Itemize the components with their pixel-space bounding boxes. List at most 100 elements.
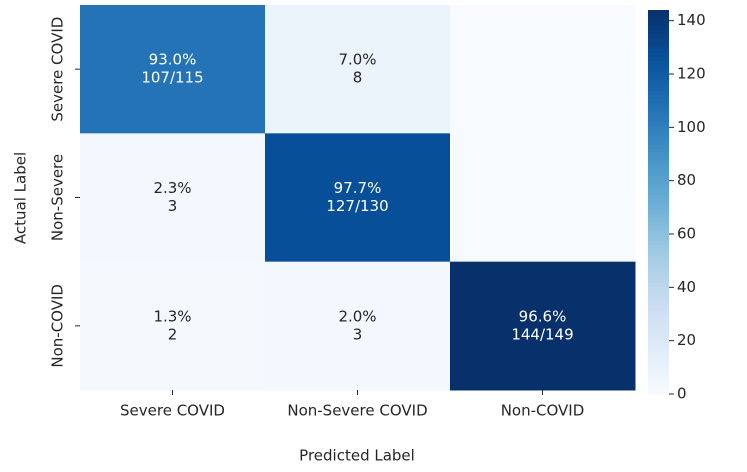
colorbar-segment bbox=[648, 267, 669, 272]
colorbar-segment bbox=[648, 48, 669, 53]
colorbar-segment bbox=[648, 244, 669, 249]
heatmap-cell bbox=[450, 261, 636, 391]
colorbar-segment bbox=[648, 140, 669, 145]
colorbar-tick-label: 60 bbox=[677, 225, 696, 243]
cell-percent-label: 93.0% bbox=[149, 51, 197, 69]
colorbar-segment bbox=[648, 148, 669, 153]
colorbar-segment bbox=[648, 190, 669, 195]
cell-count-label: 107/115 bbox=[141, 69, 203, 87]
colorbar-segment bbox=[648, 294, 669, 299]
colorbar-segment bbox=[648, 274, 669, 280]
colorbar-segment bbox=[648, 225, 669, 230]
colorbar-segment bbox=[648, 182, 669, 188]
colorbar-segment bbox=[648, 13, 669, 19]
colorbar-segment bbox=[648, 171, 669, 176]
cell-count-label: 144/149 bbox=[511, 325, 573, 343]
heatmap-cell bbox=[80, 261, 266, 391]
colorbar-segment bbox=[648, 98, 669, 103]
colorbar-segment bbox=[648, 52, 669, 57]
y-axis-label: Actual Label bbox=[12, 152, 30, 244]
colorbar-segment bbox=[648, 248, 669, 253]
colorbar-segment bbox=[648, 355, 669, 361]
cell-percent-label: 96.6% bbox=[519, 307, 567, 325]
colorbar-segment bbox=[648, 317, 669, 322]
colorbar-segment bbox=[648, 228, 669, 234]
colorbar-segment bbox=[648, 374, 669, 380]
cell-count-label: 2 bbox=[168, 325, 178, 343]
colorbar-segment bbox=[648, 324, 669, 330]
colorbar-segment bbox=[648, 125, 669, 130]
colorbar-segment bbox=[648, 29, 669, 34]
colorbar-segment bbox=[648, 178, 669, 184]
cell-count-label: 8 bbox=[353, 69, 363, 87]
colorbar-segment bbox=[648, 251, 669, 257]
colorbar-segment bbox=[648, 298, 669, 303]
colorbar-segment bbox=[648, 113, 669, 119]
colorbar-segment bbox=[648, 132, 669, 138]
colorbar-segment bbox=[648, 363, 669, 368]
colorbar-segment bbox=[648, 390, 669, 395]
cell-percent-label: 97.7% bbox=[334, 179, 382, 197]
colorbar-segment bbox=[648, 90, 669, 96]
colorbar-segment bbox=[648, 309, 669, 314]
colorbar-segment bbox=[648, 33, 669, 38]
colorbar-segment bbox=[648, 194, 669, 199]
colorbar-segment bbox=[648, 209, 669, 215]
colorbar-segment bbox=[648, 282, 669, 288]
colorbar-segment bbox=[648, 152, 669, 157]
colorbar-segment bbox=[648, 313, 669, 318]
colorbar-tick-label: 100 bbox=[677, 118, 706, 136]
x-axis-label: Predicted Label bbox=[299, 447, 415, 465]
colorbar-segment bbox=[648, 186, 669, 192]
colorbar-segment bbox=[648, 255, 669, 261]
cell-count-label: 127/130 bbox=[326, 197, 388, 215]
cell-percent-label: 1.3% bbox=[153, 307, 191, 325]
x-tick-label: Non-Severe COVID bbox=[287, 402, 427, 420]
heatmap-cell bbox=[450, 133, 636, 263]
colorbar-tick-label: 0 bbox=[677, 385, 687, 403]
colorbar-segment bbox=[648, 351, 669, 357]
colorbar-segment bbox=[648, 79, 669, 84]
colorbar-tick-label: 140 bbox=[677, 11, 706, 29]
colorbar-segment bbox=[648, 290, 669, 295]
colorbar-segment bbox=[648, 63, 669, 69]
y-tick-label: Non-COVID bbox=[49, 284, 67, 368]
colorbar-segment bbox=[648, 217, 669, 222]
colorbar-segment bbox=[648, 155, 669, 161]
colorbar-segment bbox=[648, 271, 669, 276]
colorbar-segment bbox=[648, 10, 669, 15]
colorbar-segment bbox=[648, 21, 669, 26]
heatmap-cell bbox=[450, 5, 636, 134]
colorbar-segment bbox=[648, 205, 669, 211]
colorbar-segment bbox=[648, 44, 669, 49]
colorbar-tick-label: 20 bbox=[677, 331, 696, 349]
colorbar-segment bbox=[648, 382, 669, 387]
colorbar-segment bbox=[648, 129, 669, 134]
cell-percent-label: 2.0% bbox=[338, 307, 376, 325]
colorbar-segment bbox=[648, 359, 669, 364]
colorbar-segment bbox=[648, 167, 669, 172]
colorbar-segment bbox=[648, 286, 669, 291]
colorbar-segment bbox=[648, 336, 669, 341]
colorbar-segment bbox=[648, 109, 669, 115]
colorbar-segment bbox=[648, 332, 669, 337]
colorbar-segment bbox=[648, 344, 669, 349]
cell-percent-label: 2.3% bbox=[153, 179, 191, 197]
colorbar-segment bbox=[648, 102, 669, 107]
colorbar-segment bbox=[648, 94, 669, 99]
colorbar-segment bbox=[648, 328, 669, 334]
colorbar-segment bbox=[648, 163, 669, 169]
colorbar-segment bbox=[648, 82, 669, 88]
cell-percent-label: 7.0% bbox=[338, 51, 376, 69]
colorbar-segment bbox=[648, 340, 669, 345]
y-tick-label: Severe COVID bbox=[49, 17, 67, 122]
colorbar-tick-label: 40 bbox=[677, 278, 696, 296]
colorbar-segment bbox=[648, 378, 669, 384]
cell-count-label: 3 bbox=[353, 325, 363, 343]
colorbar-segment bbox=[648, 59, 669, 65]
colorbar-segment bbox=[648, 213, 669, 218]
colorbar-segment bbox=[648, 86, 669, 92]
colorbar-segment bbox=[648, 40, 669, 46]
heatmap-cell bbox=[265, 133, 451, 263]
